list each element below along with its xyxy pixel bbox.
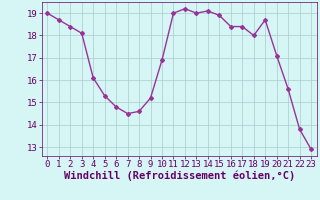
X-axis label: Windchill (Refroidissement éolien,°C): Windchill (Refroidissement éolien,°C) [64, 171, 295, 181]
